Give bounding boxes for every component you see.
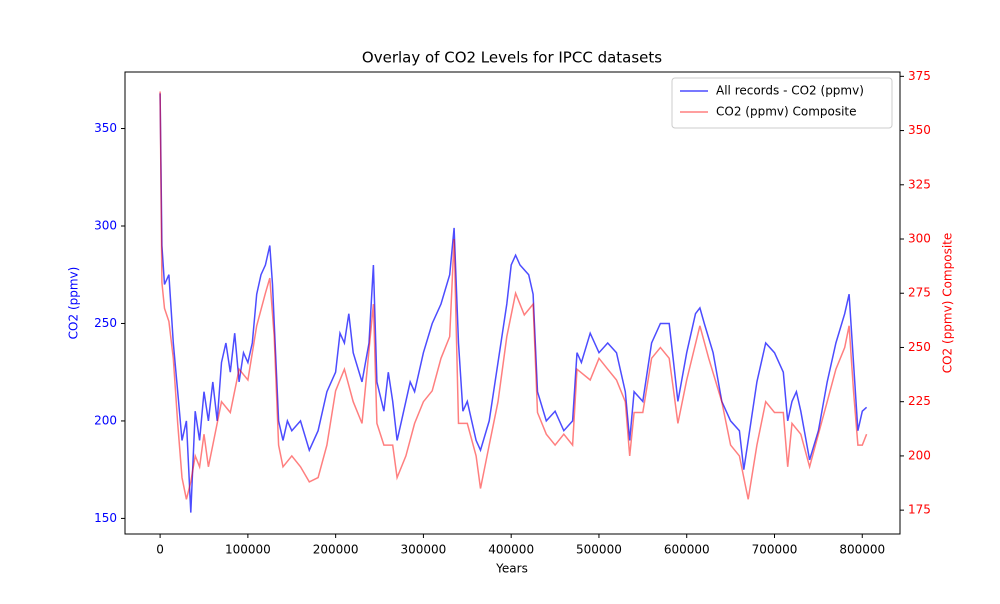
y2-axis-label: CO2 (ppmv) Composite (941, 233, 955, 374)
y2-tick-label: 200 (908, 448, 931, 462)
legend-box (671, 77, 893, 129)
chart-title: Overlay of CO2 Levels for IPCC datasets (362, 49, 662, 67)
plot-frame (124, 71, 901, 535)
y2-tick-label: 250 (908, 340, 931, 354)
x-tick-label: 600000 (664, 543, 710, 557)
x-tick-label: 100000 (225, 543, 271, 557)
y-tick-label: 200 (94, 413, 117, 427)
x-tick-label: 400000 (488, 543, 534, 557)
x-axis-label: Years (495, 562, 528, 576)
y2-tick-label: 325 (908, 177, 931, 191)
y-axis-label: CO2 (ppmv) (67, 267, 81, 340)
y-tick-label: 350 (94, 121, 117, 135)
y-tick-label: 150 (94, 511, 117, 525)
y2-tick-label: 225 (908, 394, 931, 408)
x-tick-label: 800000 (839, 543, 885, 557)
x-tick-label: 300000 (401, 543, 447, 557)
y2-tick-label: 175 (908, 503, 931, 517)
x-tick-label: 200000 (313, 543, 359, 557)
y2-tick-label: 350 (908, 123, 931, 137)
y-tick-label: 300 (94, 219, 117, 233)
x-tick-label: 0 (156, 543, 164, 557)
legend-label: All records - CO2 (ppmv) (716, 84, 864, 98)
legend-label: CO2 (ppmv) Composite (716, 105, 857, 119)
y2-tick-label: 300 (908, 232, 931, 246)
y2-tick-label: 275 (908, 286, 931, 300)
series-line (159, 93, 868, 513)
x-tick-label: 700000 (752, 543, 798, 557)
series-line (159, 91, 868, 500)
y2-tick-label: 375 (908, 69, 931, 83)
y-tick-label: 250 (94, 316, 117, 330)
x-tick-label: 500000 (576, 543, 622, 557)
